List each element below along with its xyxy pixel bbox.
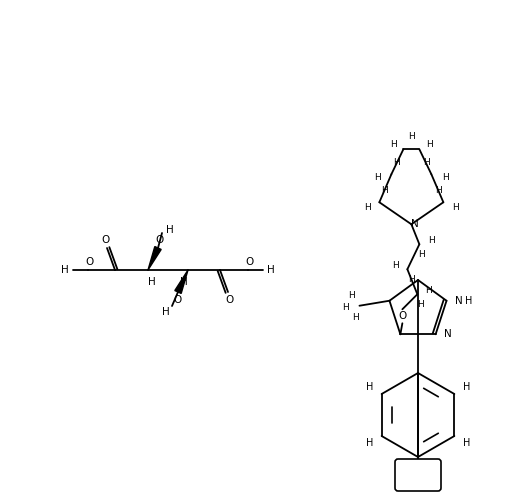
Text: H: H [392,261,399,270]
Text: H: H [348,291,355,300]
Text: H: H [393,158,400,167]
Text: H: H [417,300,424,309]
Text: H: H [366,382,373,392]
Text: H: H [61,265,69,275]
Polygon shape [175,270,188,293]
Text: O: O [398,312,406,322]
Text: H: H [465,296,472,306]
Text: H: H [428,236,435,245]
Text: H: H [148,277,156,287]
Text: H: H [352,313,359,322]
Text: O: O [173,295,181,305]
Text: H: H [366,438,373,448]
Text: H: H [166,225,174,235]
Text: H: H [423,158,430,167]
Text: O: O [156,235,164,245]
Text: Ans: Ans [408,470,428,480]
Text: N: N [455,296,462,306]
Text: H: H [342,303,349,312]
Text: H: H [435,186,442,195]
Text: O: O [245,257,253,267]
Text: H: H [418,250,425,259]
FancyBboxPatch shape [395,459,441,491]
Text: H: H [364,203,371,212]
Text: H: H [408,275,415,284]
Text: H: H [408,132,415,141]
Text: H: H [425,286,432,295]
Text: H: H [442,173,449,182]
Text: H: H [463,382,470,392]
Text: H: H [452,203,459,212]
Text: H: H [390,140,397,149]
Text: N: N [411,220,419,230]
Text: H: H [162,307,170,317]
Text: H: H [374,173,380,182]
Text: H: H [463,438,470,448]
Text: H: H [267,265,275,275]
Text: H: H [426,140,433,149]
Text: O: O [226,295,234,305]
Text: N: N [444,330,452,340]
Text: H: H [180,277,188,287]
Text: O: O [101,235,109,245]
Text: H: H [381,186,388,195]
Text: O: O [85,257,93,267]
Polygon shape [148,246,161,270]
